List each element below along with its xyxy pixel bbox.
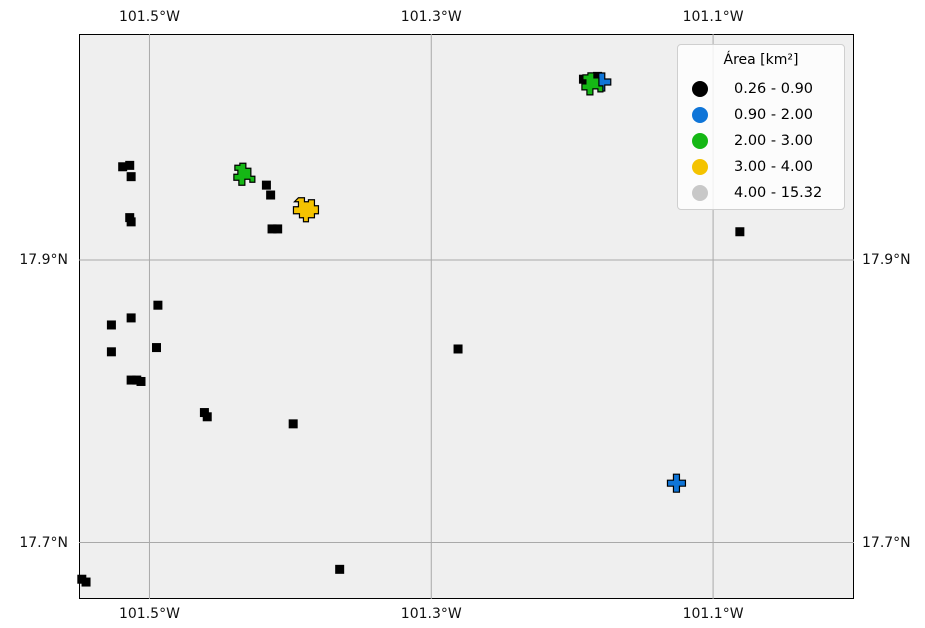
legend-label: 0.26 - 0.90 xyxy=(734,81,814,97)
feature-polygon xyxy=(735,227,745,237)
feature-polygon xyxy=(126,217,136,227)
lon-tick-label-bottom: 101.5°W xyxy=(118,606,180,622)
lat-tick-label-left: 17.9°N xyxy=(19,252,68,268)
feature-polygon xyxy=(106,320,116,330)
feature-polygon xyxy=(136,376,146,386)
feature-polygon xyxy=(266,190,276,200)
feature-polygon xyxy=(126,172,136,182)
legend-item: 0.90 - 2.00 xyxy=(692,105,813,125)
feature-polygon xyxy=(288,419,298,429)
feature-polygon xyxy=(233,162,256,186)
feature-polygon xyxy=(81,577,91,587)
feature-polygon xyxy=(125,160,135,170)
lon-tick-label-bottom: 101.3°W xyxy=(400,606,462,622)
legend: Área [km²] 0.26 - 0.90 0.90 - 2.00 2.00 - … xyxy=(677,44,845,210)
lat-tick-label-left: 17.7°N xyxy=(19,534,68,551)
feature-polygon xyxy=(581,72,604,96)
lon-tick-label-bottom: 101.1°W xyxy=(682,606,744,622)
legend-swatch xyxy=(692,185,708,201)
feature-polygon xyxy=(106,347,116,357)
lon-tick-label-top: 101.1°W xyxy=(682,9,744,25)
feature-polygon xyxy=(261,180,271,190)
legend-label: 3.00 - 4.00 xyxy=(734,159,814,175)
legend-swatch xyxy=(692,107,708,123)
lat-tick-label-right: 17.7°N xyxy=(862,534,911,551)
legend-label: 2.00 - 3.00 xyxy=(734,133,814,149)
feature-polygon xyxy=(666,473,687,493)
feature-polygon xyxy=(152,343,161,353)
feature-polygon xyxy=(335,564,345,574)
legend-item: 0.26 - 0.90 xyxy=(692,79,813,99)
legend-swatch xyxy=(692,81,708,97)
legend-item: 2.00 - 3.00 xyxy=(692,131,813,151)
legend-item: 3.00 - 4.00 xyxy=(692,157,813,177)
legend-title: Área [km²] xyxy=(723,52,799,68)
lat-tick-label-right: 17.9°N xyxy=(862,252,911,268)
feature-polygon xyxy=(273,224,283,234)
feature-polygon xyxy=(126,313,136,323)
lon-tick-label-top: 101.5°W xyxy=(118,9,180,25)
legend-label: 4.00 - 15.32 xyxy=(734,185,823,201)
feature-polygon xyxy=(292,197,320,223)
feature-polygon xyxy=(453,344,463,354)
lon-tick-label-top: 101.3°W xyxy=(400,9,462,25)
legend-item: 4.00 - 15.32 xyxy=(692,183,822,203)
legend-swatch xyxy=(692,133,708,149)
feature-polygon xyxy=(153,300,163,310)
legend-label: 0.90 - 2.00 xyxy=(734,107,814,123)
legend-swatch xyxy=(692,159,708,175)
feature-polygon xyxy=(202,412,212,422)
